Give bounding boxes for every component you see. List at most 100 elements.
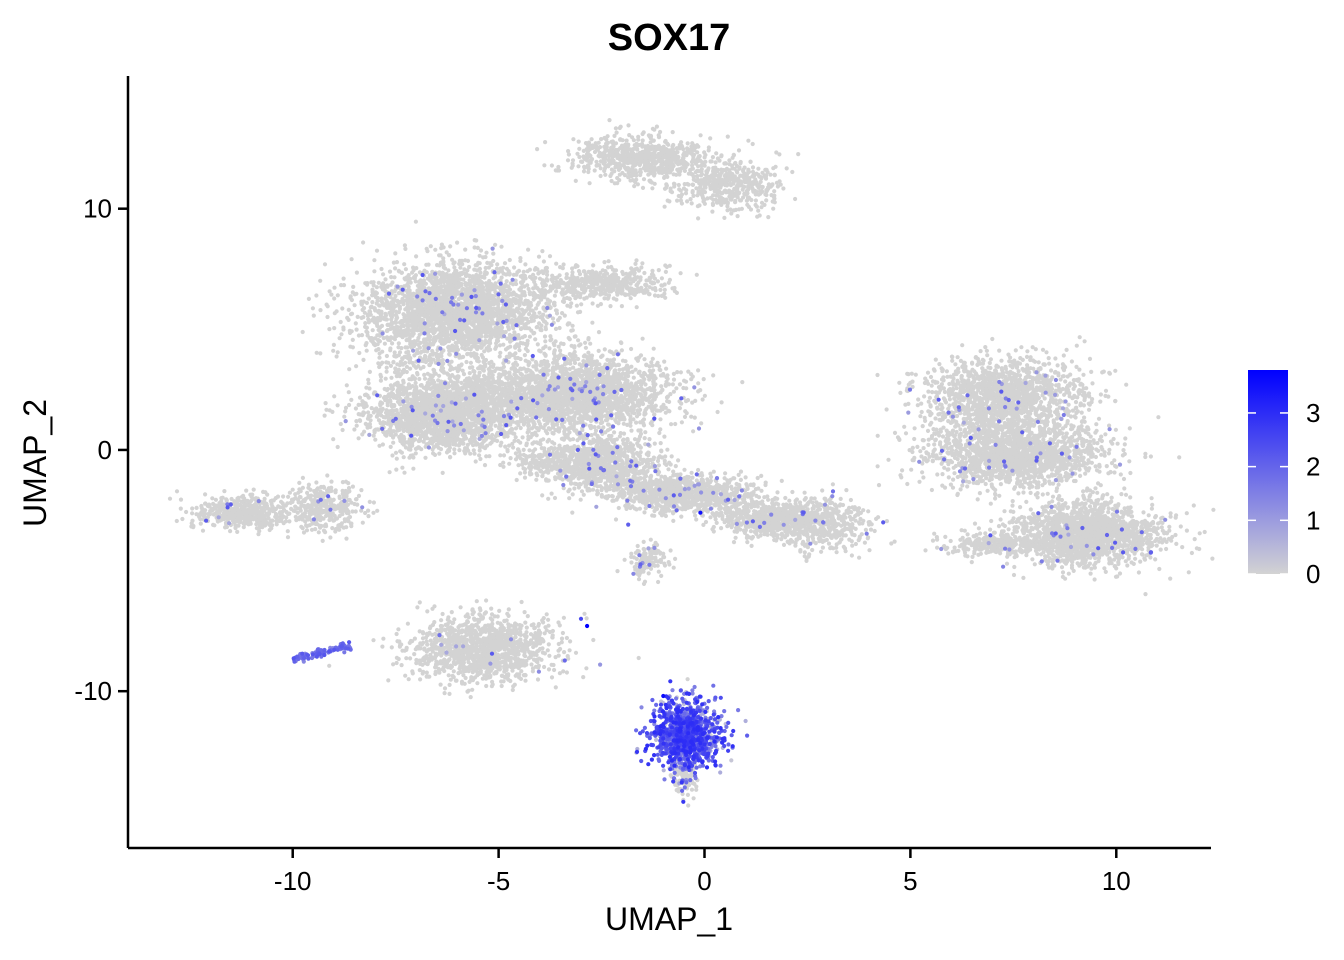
cell-point bbox=[690, 182, 696, 187]
cell-point bbox=[695, 157, 700, 162]
cell-point bbox=[577, 146, 582, 151]
cell-point bbox=[576, 164, 581, 169]
cell-point bbox=[376, 347, 381, 352]
cell-point bbox=[318, 278, 323, 283]
cell-point bbox=[515, 300, 520, 305]
cell-point bbox=[750, 174, 755, 179]
cell-point bbox=[721, 179, 726, 184]
cell-point bbox=[341, 276, 346, 281]
cell-point bbox=[691, 152, 697, 157]
cell-point bbox=[690, 190, 695, 195]
cell-point bbox=[419, 293, 424, 298]
cell-point bbox=[666, 149, 671, 154]
cell-point bbox=[409, 306, 414, 311]
cell-point bbox=[678, 159, 683, 164]
cell-point bbox=[471, 298, 476, 303]
cell-point bbox=[440, 470, 445, 475]
cell-point bbox=[579, 159, 584, 164]
cell-point bbox=[401, 312, 406, 317]
cell-point bbox=[632, 184, 637, 189]
cell-point bbox=[607, 118, 612, 123]
cell-point bbox=[731, 208, 736, 213]
cell-point bbox=[694, 272, 699, 277]
cell-point bbox=[542, 279, 547, 284]
cell-point bbox=[759, 205, 764, 210]
cell-point bbox=[668, 186, 673, 191]
cell-point bbox=[424, 303, 429, 308]
cell-point bbox=[670, 149, 675, 154]
cell-point bbox=[354, 270, 359, 275]
cell-point bbox=[393, 293, 398, 299]
cell-point bbox=[495, 309, 500, 314]
cell-point bbox=[599, 137, 604, 142]
cell-point bbox=[602, 260, 607, 265]
cell-point bbox=[441, 292, 446, 297]
cell-point bbox=[629, 147, 634, 152]
cell-point bbox=[482, 349, 487, 354]
cell-point bbox=[567, 288, 572, 293]
cell-point bbox=[543, 327, 549, 332]
cell-point bbox=[534, 306, 539, 311]
cell-point bbox=[741, 184, 746, 189]
cell-point bbox=[507, 272, 512, 277]
cell-point bbox=[646, 145, 651, 150]
cell-point bbox=[441, 340, 446, 345]
cell-point bbox=[335, 403, 340, 408]
cell-point bbox=[341, 283, 347, 288]
cell-point bbox=[588, 293, 593, 298]
cell-point bbox=[454, 340, 460, 345]
cell-point bbox=[554, 289, 559, 294]
cell-point bbox=[632, 143, 637, 148]
cell-point bbox=[746, 138, 751, 143]
cell-point bbox=[543, 291, 548, 296]
cell-point bbox=[531, 277, 536, 282]
cell-point bbox=[548, 284, 553, 289]
cell-point bbox=[693, 178, 698, 183]
cell-point bbox=[566, 152, 572, 157]
cell-point bbox=[772, 200, 777, 205]
cell-point bbox=[609, 264, 614, 270]
cell-point bbox=[662, 204, 667, 209]
cell-point bbox=[357, 350, 362, 356]
cell-point bbox=[750, 141, 755, 147]
cell-point bbox=[399, 270, 404, 275]
cell-point bbox=[736, 148, 742, 153]
cell-point bbox=[697, 203, 702, 208]
cell-point bbox=[429, 327, 434, 332]
cell-point bbox=[626, 286, 631, 291]
cell-point bbox=[573, 178, 578, 183]
cell-point bbox=[636, 142, 642, 148]
cell-point bbox=[596, 140, 601, 145]
cell-point bbox=[412, 301, 417, 306]
cell-point bbox=[706, 166, 711, 171]
cell-point bbox=[630, 167, 635, 172]
cell-point bbox=[766, 215, 771, 220]
cell-point bbox=[715, 167, 721, 173]
cell-point bbox=[390, 280, 395, 285]
cell-point bbox=[602, 280, 608, 285]
cell-point bbox=[656, 268, 661, 273]
cell-point bbox=[437, 263, 442, 268]
cell-point bbox=[648, 280, 654, 285]
cell-point bbox=[738, 198, 743, 203]
cell-point bbox=[523, 322, 529, 327]
cell-point bbox=[603, 163, 608, 168]
cell-point bbox=[444, 333, 449, 338]
cell-point bbox=[589, 275, 594, 280]
cell-point bbox=[639, 157, 644, 162]
cell-point bbox=[465, 352, 470, 357]
cell-point bbox=[560, 266, 565, 271]
cell-point bbox=[759, 200, 765, 205]
cell-point bbox=[762, 174, 768, 179]
cell-point bbox=[411, 466, 416, 471]
cell-point bbox=[696, 216, 701, 221]
cell-point bbox=[624, 271, 629, 276]
cell-point bbox=[569, 301, 574, 306]
cell-point bbox=[624, 138, 629, 143]
cell-point bbox=[464, 272, 469, 277]
cell-point bbox=[446, 282, 451, 288]
cell-point bbox=[471, 337, 477, 342]
cell-point bbox=[503, 272, 509, 277]
cell-point bbox=[514, 281, 519, 287]
cell-point bbox=[609, 167, 615, 172]
